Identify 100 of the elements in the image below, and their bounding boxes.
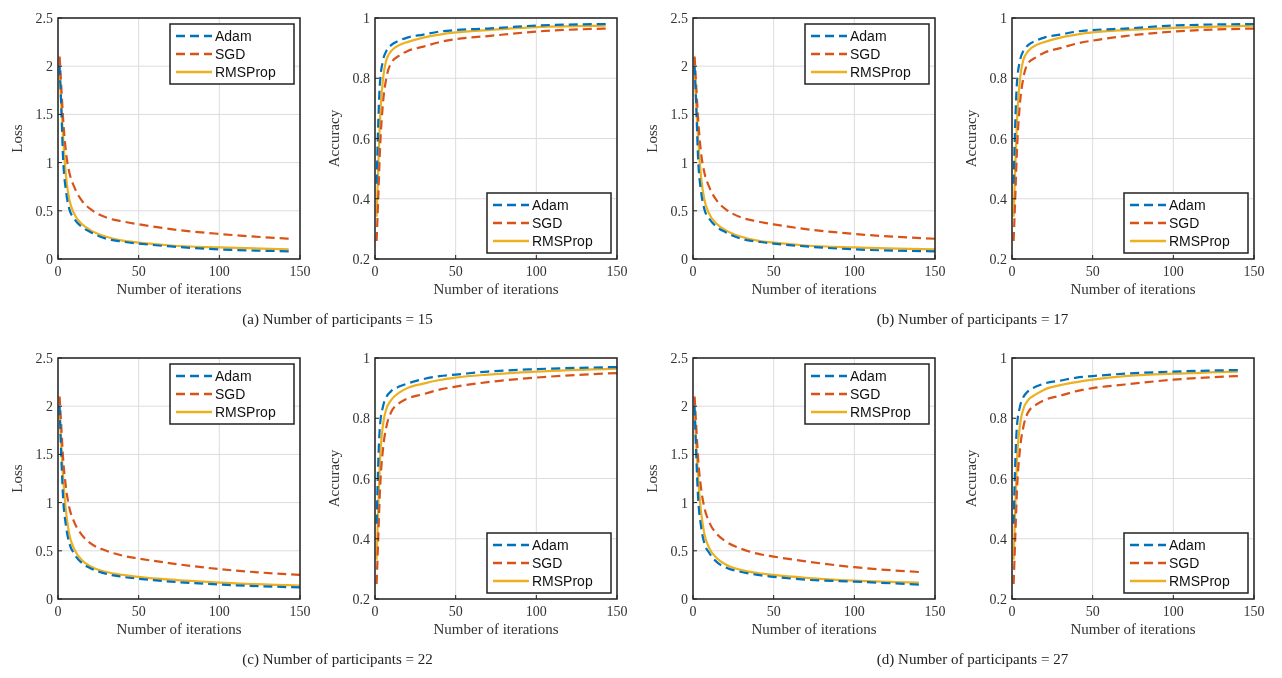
y-tick-label: 0.4 xyxy=(352,191,370,207)
legend-label: Adam xyxy=(850,368,887,384)
x-tick-label: 100 xyxy=(525,604,547,619)
legend-label: Adam xyxy=(1169,197,1206,213)
x-axis-title: Number of iterations xyxy=(433,621,559,637)
x-axis-title: Number of iterations xyxy=(1070,621,1196,637)
legend-label: Adam xyxy=(850,28,887,44)
legend-label: RMSProp xyxy=(1169,233,1230,249)
y-tick-label: 0 xyxy=(681,252,688,267)
y-axis-title: Accuracy xyxy=(326,449,342,508)
y-tick-label: 0.5 xyxy=(35,543,53,559)
y-tick-label: 2 xyxy=(681,59,688,75)
x-tick-label: 150 xyxy=(1243,604,1265,619)
y-tick-label: 1 xyxy=(363,351,370,366)
y-tick-label: 2.5 xyxy=(35,351,53,366)
y-tick-label: 1.5 xyxy=(670,107,688,123)
line-series xyxy=(375,365,619,525)
x-axis-title: Number of iterations xyxy=(433,281,559,297)
y-tick-label: 1 xyxy=(46,155,53,171)
x-tick-label: 50 xyxy=(448,604,463,619)
y-axis-title: Accuracy xyxy=(963,109,979,168)
y-tick-label: 2.5 xyxy=(670,351,688,366)
y-tick-label: 1 xyxy=(46,495,53,511)
y-tick-label: 2 xyxy=(681,399,688,415)
y-tick-label: 2 xyxy=(46,59,53,75)
x-axis-title: Number of iterations xyxy=(751,621,877,637)
y-tick-label: 2 xyxy=(46,399,53,415)
y-tick-label: 2.5 xyxy=(35,11,53,26)
x-tick-label: 150 xyxy=(606,264,628,279)
y-axis-title: Accuracy xyxy=(326,109,342,168)
y-axis-title: Loss xyxy=(644,464,660,493)
legend-label: SGD xyxy=(1169,215,1200,231)
y-tick-label: 1.5 xyxy=(35,107,53,123)
y-tick-label: 0 xyxy=(46,252,53,267)
y-tick-label: 0.5 xyxy=(670,543,688,559)
y-tick-label: 0.8 xyxy=(352,411,370,427)
text: (b) Number of participants = 17 xyxy=(876,311,1069,328)
y-tick-label: 0.2 xyxy=(352,592,370,607)
legend-label: RMSProp xyxy=(532,573,593,589)
x-tick-label: 50 xyxy=(1085,264,1100,279)
legend-label: SGD xyxy=(850,46,881,62)
x-tick-label: 100 xyxy=(208,264,230,279)
x-axis-title: Number of iterations xyxy=(116,621,242,637)
y-tick-label: 0.5 xyxy=(35,203,53,219)
legend-label: Adam xyxy=(215,28,252,44)
y-tick-label: 0.6 xyxy=(352,471,370,487)
y-tick-label: 0.6 xyxy=(989,471,1007,487)
legend-label: RMSProp xyxy=(850,404,911,420)
legend-label: SGD xyxy=(1169,555,1200,571)
line-series xyxy=(375,22,607,185)
text: (c) Number of participants = 22 xyxy=(242,651,433,668)
y-tick-label: 1.5 xyxy=(670,447,688,463)
legend-label: RMSProp xyxy=(215,404,276,420)
x-tick-label: 100 xyxy=(1162,264,1184,279)
legend-label: Adam xyxy=(215,368,252,384)
x-tick-label: 100 xyxy=(208,604,230,619)
y-tick-label: 1 xyxy=(681,495,688,511)
y-tick-label: 1 xyxy=(1000,351,1007,366)
y-tick-label: 1 xyxy=(363,11,370,26)
legend-label: RMSProp xyxy=(1169,573,1230,589)
line-series xyxy=(1012,368,1239,525)
y-tick-label: 0.4 xyxy=(989,531,1007,547)
legend-label: Adam xyxy=(532,197,569,213)
x-tick-label: 100 xyxy=(843,264,865,279)
x-axis-title: Number of iterations xyxy=(1070,281,1196,297)
y-tick-label: 0.8 xyxy=(989,71,1007,87)
x-axis-title: Number of iterations xyxy=(116,281,242,297)
legend-label: SGD xyxy=(850,386,881,402)
x-tick-label: 100 xyxy=(843,604,865,619)
y-tick-label: 1 xyxy=(1000,11,1007,26)
legend-label: SGD xyxy=(215,386,246,402)
y-axis-title: Loss xyxy=(9,464,25,493)
x-tick-label: 50 xyxy=(448,264,463,279)
y-axis-title: Accuracy xyxy=(963,449,979,508)
y-axis-title: Loss xyxy=(9,124,25,153)
y-tick-label: 0.4 xyxy=(989,191,1007,207)
legend-label: Adam xyxy=(532,537,569,553)
legend-label: SGD xyxy=(215,46,246,62)
x-tick-label: 50 xyxy=(131,604,146,619)
x-tick-label: 150 xyxy=(924,264,946,279)
y-tick-label: 0.2 xyxy=(989,592,1007,607)
y-tick-label: 0 xyxy=(681,592,688,607)
y-tick-label: 2.5 xyxy=(670,11,688,26)
x-tick-label: 100 xyxy=(1162,604,1184,619)
y-tick-label: 0.4 xyxy=(352,531,370,547)
text: (a) Number of participants = 15 xyxy=(242,311,433,328)
line-series xyxy=(1012,22,1256,185)
y-tick-label: 0.6 xyxy=(989,131,1007,147)
x-tick-label: 150 xyxy=(606,604,628,619)
x-tick-label: 50 xyxy=(131,264,146,279)
legend-label: RMSProp xyxy=(532,233,593,249)
y-tick-label: 0.8 xyxy=(989,411,1007,427)
x-tick-label: 50 xyxy=(766,604,781,619)
legend-label: RMSProp xyxy=(215,64,276,80)
x-axis-title: Number of iterations xyxy=(751,281,877,297)
x-tick-label: 150 xyxy=(289,604,311,619)
y-tick-label: 0.8 xyxy=(352,71,370,87)
y-tick-label: 0.6 xyxy=(352,131,370,147)
y-tick-label: 0.2 xyxy=(352,252,370,267)
legend-label: RMSProp xyxy=(850,64,911,80)
